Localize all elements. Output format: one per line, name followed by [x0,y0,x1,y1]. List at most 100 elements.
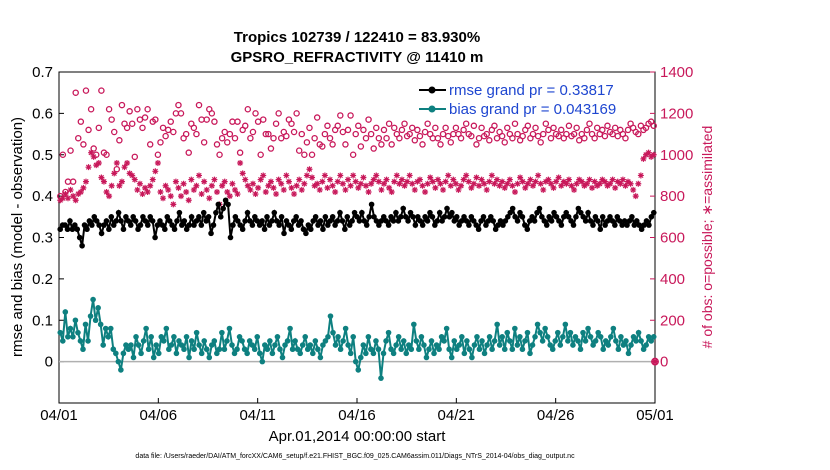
assimilated-obs-point [555,174,562,181]
rmse-point [351,209,358,216]
possible-obs-point [388,141,395,148]
possible-obs-point [565,122,573,130]
bias-point [532,334,538,340]
bias-point [297,350,303,357]
assimilated-obs-point [612,184,619,191]
possible-obs-point [416,132,424,140]
possible-obs-point [200,139,208,146]
rmse-point [383,218,389,224]
bias-point [570,342,576,348]
possible-obs-point [478,124,485,132]
assimilated-obs-point [622,182,629,189]
bias-point [368,346,374,353]
rmse-point [176,209,183,216]
assimilated-obs-point [62,191,69,198]
possible-obs-point [298,130,306,138]
legend-label-rmse: rmse grand pr = 0.33817 [449,82,614,99]
bias-point [299,342,306,348]
rmse-point [239,226,246,233]
assimilated-obs-point [440,186,447,193]
possible-obs-point [175,101,182,109]
bias-point [542,325,548,332]
assimilated-obs-point [537,180,544,187]
possible-obs-point [450,130,457,138]
assimilated-obs-point [565,176,572,183]
rmse-point [312,214,319,220]
assimilated-obs-point [273,191,280,198]
rmse-point [127,222,134,228]
rmse-point [74,226,81,233]
assimilated-obs-point [80,184,87,191]
y2-tick-label: 0 [660,354,668,371]
x-tick-label: 04/16 [338,407,376,424]
assimilated-obs-point [70,193,77,200]
assimilated-obs-point [221,178,228,185]
assimilated-obs-point [514,180,521,187]
possible-obs-point [491,122,498,130]
assimilated-obs-point [311,182,318,189]
rmse-point [616,218,623,224]
rmse-point [307,226,314,233]
assimilated-obs-point [291,191,298,198]
rmse-point [648,214,655,220]
rmse-point [604,218,611,224]
possible-obs-point [172,110,180,117]
assimilated-obs-point [136,180,143,187]
possible-obs-point [432,124,439,132]
rmse-point [461,214,467,220]
assimilated-obs-point [393,172,400,179]
possible-obs-point [141,114,149,121]
rmse-point [388,214,394,220]
rmse-point [103,218,110,224]
possible-obs-point [288,120,295,127]
bias-point [448,354,455,361]
bias-point [534,321,541,328]
possible-obs-point [234,118,241,125]
bias-point [476,346,483,353]
bias-point [128,342,134,348]
rmse-point [144,222,151,228]
y-tick-label: 0.1 [32,312,53,329]
bias-point [506,338,513,344]
bias-point [322,338,329,344]
rmse-point [329,214,336,220]
possible-obs-point [152,116,159,123]
x-tick-label: 04/26 [537,407,575,424]
bias-point [168,342,175,348]
assimilated-obs-point [576,176,583,183]
bias-point [383,338,389,344]
possible-obs-point [347,112,354,119]
rmse-point [171,226,178,233]
assimilated-obs-point [476,182,483,189]
assimilated-obs-point [260,172,267,179]
assimilated-obs-point [460,176,467,183]
bias-point [554,329,561,336]
possible-obs-point [591,134,598,142]
rmse-point [456,222,462,228]
y2-tick-label: 1400 [660,64,693,81]
bias-point [254,334,261,340]
rmse-point [621,218,628,224]
rmse-point [541,218,548,224]
bias-point [600,346,607,353]
bias-point [244,350,250,357]
bias-point [166,346,172,353]
assimilated-obs-point [244,182,251,189]
bias-point [82,321,89,328]
bias-point [625,350,632,357]
possible-obs-point [398,126,406,134]
assimilated-obs-point [108,182,115,189]
assimilated-obs-point [93,162,100,169]
bias-point [602,338,609,344]
rmse-point [200,209,207,216]
assimilated-obs-point [594,182,601,189]
assimilated-obs-point [162,182,169,189]
rmse-point [517,209,523,216]
rmse-point [410,214,416,220]
bias-point [469,354,475,361]
rmse-point [149,218,156,224]
possible-obs-point [226,130,234,138]
possible-obs-point [344,126,352,134]
rmse-point [602,222,608,228]
rmse-point [463,218,470,224]
